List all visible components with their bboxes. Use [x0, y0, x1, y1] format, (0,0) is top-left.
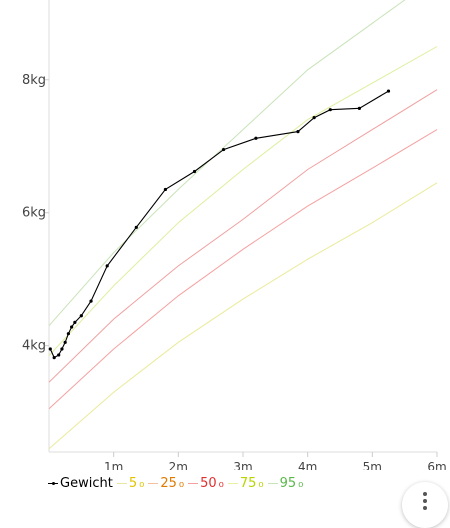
y-tick-label: 6kg [22, 206, 46, 221]
legend-label-suffix: ₀ [218, 476, 224, 491]
chart-series [48, 0, 438, 450]
more-vertical-icon-dot [423, 506, 427, 510]
legend-swatch [227, 483, 238, 484]
x-tick-label: 5m [363, 460, 382, 470]
legend-swatch [267, 483, 278, 484]
data-point-gewicht [386, 89, 391, 93]
data-point-gewicht [254, 136, 258, 140]
legend-label-suffix: ₀ [178, 476, 185, 491]
legend-swatch [116, 483, 127, 484]
data-point-gewicht [63, 340, 67, 344]
chart-legend: Gewicht 5 ₀ 25 ₀ 50 ₀ 75 ₀ 95 ₀ [48, 476, 303, 491]
data-point-gewicht [222, 147, 226, 152]
data-point-gewicht [48, 347, 52, 351]
legend-label-suffix: ₀ [139, 476, 145, 491]
data-point-gewicht [70, 325, 74, 329]
y-tick-label: 4kg [22, 339, 46, 354]
x-tick-label: 4m [298, 460, 317, 470]
legend-item: 25 ₀ [148, 476, 184, 491]
legend-item: 50 ₀ [188, 476, 224, 491]
data-point-gewicht [79, 314, 83, 318]
more-options-button[interactable] [402, 482, 448, 528]
growth-chart: 1m 2m 3m 4m 5m 6m 4kg 6kg 8kg [22, 0, 447, 470]
data-point-gewicht [52, 356, 56, 360]
data-point-gewicht [57, 353, 61, 357]
legend-label-suffix: ₀ [258, 476, 264, 491]
data-point-gewicht [89, 299, 93, 303]
series-line-percentile-95 [48, 0, 406, 327]
data-point-gewicht [296, 130, 300, 134]
data-point-gewicht [134, 225, 138, 229]
data-point-gewicht [105, 264, 109, 268]
data-point-gewicht [60, 347, 64, 351]
series-line-gewicht [49, 90, 389, 359]
more-vertical-icon [423, 492, 427, 496]
legend-item: 95 ₀ [267, 476, 304, 491]
data-point-gewicht [312, 116, 316, 120]
x-tick-label: 2m [169, 460, 188, 470]
data-point-gewicht [357, 106, 361, 110]
chart-tick-labels: 1m 2m 3m 4m 5m 6m 4kg 6kg 8kg [22, 73, 447, 470]
data-point-gewicht [192, 169, 197, 174]
legend-item: 75 ₀ [227, 476, 264, 491]
x-tick-label: 3m [233, 460, 252, 470]
data-point-gewicht [66, 332, 70, 336]
series-line-percentile-50 [48, 89, 438, 383]
data-point-gewicht [73, 320, 77, 324]
legend-swatch [48, 482, 58, 485]
legend-label: 50 [200, 476, 217, 491]
chart-axes [45, 0, 438, 457]
legend-swatch [188, 483, 199, 484]
legend-item: Gewicht [48, 476, 113, 491]
x-tick-label: 1m [104, 460, 123, 470]
legend-label: 95 [279, 476, 297, 491]
legend-label: 75 [239, 476, 257, 491]
x-tick-label: 6m [427, 460, 446, 470]
legend-label: 5 [128, 476, 138, 491]
legend-label: 25 [160, 476, 177, 491]
series-line-percentile-25 [48, 129, 438, 410]
more-vertical-icon-dot [423, 499, 427, 503]
series-line-percentile-75 [48, 46, 438, 356]
legend-label-suffix: ₀ [298, 476, 304, 491]
legend-label: Gewicht [60, 476, 113, 491]
legend-swatch [148, 483, 159, 484]
y-tick-label: 8kg [22, 73, 46, 88]
series-line-percentile-5 [48, 182, 438, 450]
data-point-gewicht [163, 187, 167, 192]
data-point-gewicht [328, 108, 332, 112]
